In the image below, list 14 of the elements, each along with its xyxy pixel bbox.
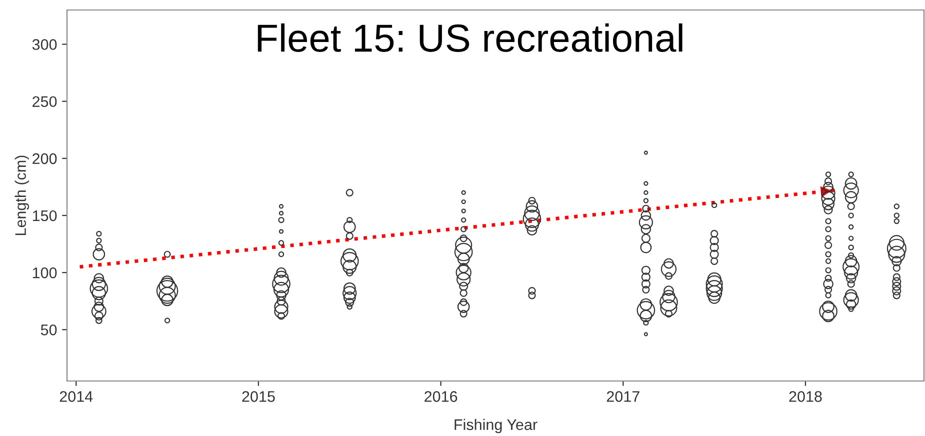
y-tick-label: 150 [32, 210, 57, 222]
y-tick-label: 250 [32, 96, 57, 108]
y-axis-title: Length (cm) [14, 156, 30, 235]
y-tick-label: 100 [32, 267, 57, 278]
y-tick-label: 200 [32, 153, 57, 164]
y-tick-label: 300 [32, 39, 57, 50]
y-tick-label: 50 [40, 324, 57, 336]
x-tick-label: 2017 [606, 391, 640, 402]
x-tick-label: 2015 [242, 391, 275, 402]
x-tick-label: 2014 [60, 391, 93, 402]
x-tick-label: 2016 [424, 391, 458, 402]
chart-title: Fleet 15: US recreational [258, 23, 682, 52]
x-axis-title: Fishing Year [454, 418, 538, 434]
x-tick-label: 2018 [789, 391, 822, 402]
